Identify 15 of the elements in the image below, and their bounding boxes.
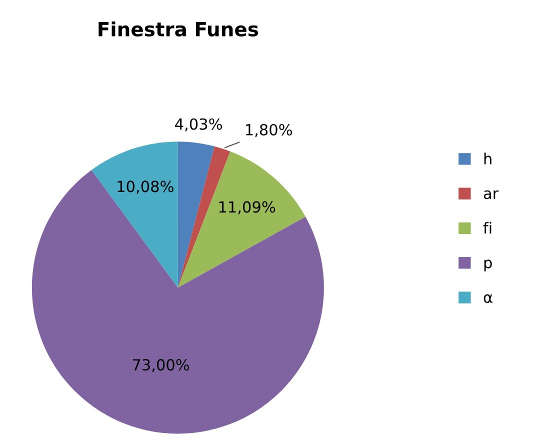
- pie-slice: [32, 170, 324, 434]
- data-label: 4,03%: [175, 118, 222, 132]
- chart-title: Finestra Funes: [98, 21, 258, 37]
- legend-label: p: [484, 260, 492, 272]
- data-label: 73,00%: [132, 359, 190, 372]
- pie-slice: [178, 151, 306, 288]
- legend-label: ar: [484, 190, 499, 200]
- legend-label: h: [484, 152, 492, 164]
- pie-slice: [178, 142, 214, 288]
- data-label: 11,09%: [219, 201, 276, 214]
- data-label: 1,80%: [246, 124, 292, 138]
- pie-slice: [92, 142, 178, 288]
- legend-label: α: [484, 294, 492, 304]
- data-label: 10,08%: [118, 180, 174, 194]
- legend-label: fi: [483, 222, 492, 234]
